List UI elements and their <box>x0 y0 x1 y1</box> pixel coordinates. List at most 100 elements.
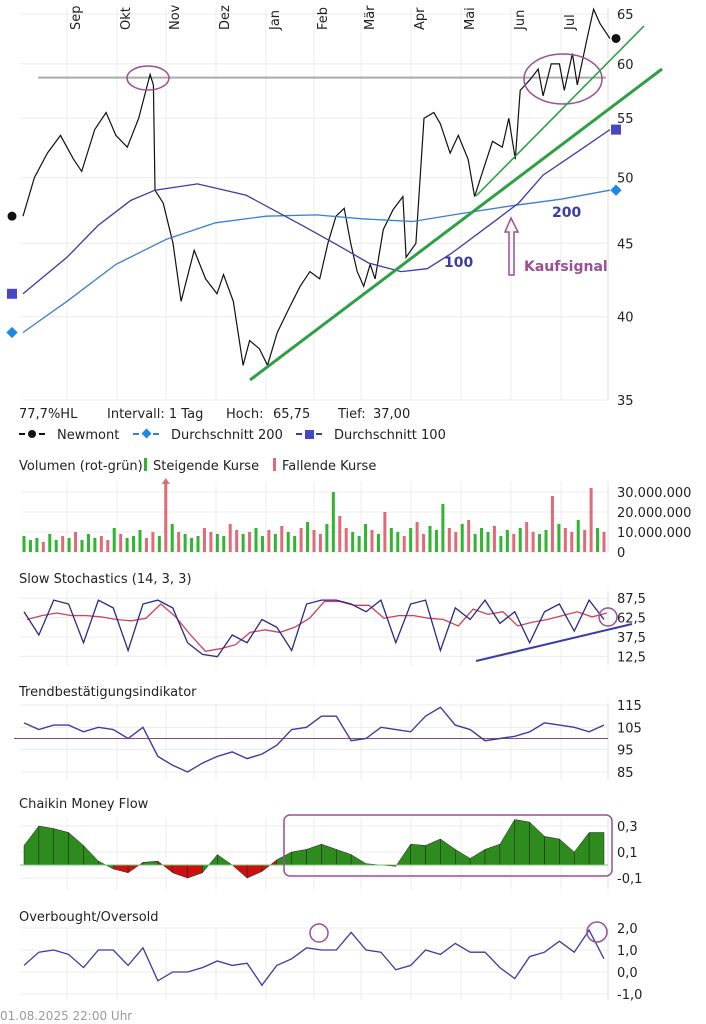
month-label: Sep <box>69 5 84 30</box>
stoch-circle <box>598 607 618 627</box>
volume-bar <box>112 528 116 552</box>
legend-up-icon <box>144 458 147 471</box>
cmf-area-segment <box>321 843 337 866</box>
volume-bar <box>164 482 168 552</box>
ma200-line <box>22 189 611 334</box>
volume-tick-label: 20.000.000 <box>617 506 691 521</box>
stoch-d-line <box>26 600 608 652</box>
ma100-start-marker <box>7 288 17 299</box>
tick-label: 2,0 <box>617 922 638 937</box>
cmf-area-segment <box>514 819 530 866</box>
volume-bar <box>132 536 136 552</box>
volume-bar <box>99 536 103 552</box>
tbi-line <box>23 706 605 773</box>
price-tick-label: 55 <box>617 112 634 127</box>
ma200-label: 200 <box>552 205 581 221</box>
cmf-area-segment <box>484 843 501 866</box>
volume-bar <box>512 534 516 552</box>
legend-newmont-icon <box>28 430 36 438</box>
volume-bar <box>241 534 245 552</box>
price-tick-label: 50 <box>617 172 634 187</box>
volume-bar <box>183 534 187 552</box>
volume-bar <box>248 532 252 552</box>
volume-tick-label: 30.000.000 <box>617 486 691 501</box>
volume-bar <box>260 536 264 552</box>
cmf-area-segment <box>217 854 233 866</box>
volume-title: Volumen (rot-grün) <box>19 459 143 474</box>
legend-ma100: Durchschnitt 100 <box>334 428 446 443</box>
volume-bar <box>125 538 129 552</box>
volume-bar <box>157 536 161 552</box>
volume-bar <box>583 530 587 552</box>
month-label: Dez <box>218 5 233 30</box>
volume-bar <box>235 530 239 552</box>
volume-bar <box>209 532 213 552</box>
cmf-area-segment <box>38 825 54 866</box>
cmf-area-segment <box>53 828 69 866</box>
trend-lines <box>249 25 663 662</box>
volume-bar <box>544 530 548 552</box>
volume-bar <box>383 512 387 552</box>
cmf-area-segment <box>291 849 307 866</box>
volume-bar <box>492 526 496 552</box>
volume-bar <box>344 528 348 552</box>
tick-label: 0,1 <box>617 846 638 861</box>
volume-bar <box>364 524 368 552</box>
obos-circle-1 <box>309 923 329 943</box>
volume-bar <box>202 528 206 552</box>
newmont-start-marker <box>7 211 17 221</box>
volume-bar <box>35 538 39 552</box>
tick-label: 37,5 <box>617 631 646 646</box>
volume-bar <box>119 534 123 552</box>
tick-label: 87,5 <box>617 592 646 607</box>
tick-label: 115 <box>617 699 642 714</box>
volume-bar <box>86 534 90 552</box>
volume-bar <box>41 542 45 552</box>
volume-bar <box>563 528 567 552</box>
cmf-area-segment <box>574 831 590 866</box>
marks: Sep Okt Nov Dez Jan Feb Mär Apr Mai Jun Jul 65 60 55 5… <box>6 4 691 1003</box>
high-label: Hoch: <box>226 407 264 422</box>
tick-label: 62,5 <box>617 612 646 627</box>
cmf-area-segment <box>544 836 560 866</box>
low-value: 37,00 <box>373 407 410 422</box>
tick-label: -1,0 <box>617 988 642 1003</box>
volume-bar <box>428 526 432 552</box>
legend-newmont: Newmont <box>57 428 119 443</box>
volume-bar <box>538 534 542 552</box>
cmf-area-segment <box>425 838 441 866</box>
volume-bar <box>434 530 438 552</box>
cmf-area-segment <box>440 838 456 866</box>
obos-title: Overbought/Oversold <box>19 910 159 925</box>
volume-overflow-arrow <box>161 478 170 484</box>
volume-bar <box>22 536 26 552</box>
volume-bar <box>409 528 413 552</box>
stoch-k-line <box>23 598 605 658</box>
volume-bar <box>351 532 355 552</box>
volume-bar <box>312 530 316 552</box>
month-label: Mai <box>463 7 478 30</box>
obos-circle-2 <box>586 921 608 943</box>
month-label: Jul <box>563 14 578 31</box>
footer-timestamp: 01.08.2025 22:00 Uhr <box>0 1009 132 1023</box>
price-tick-label: 40 <box>617 311 634 326</box>
legend-down-icon <box>273 458 276 471</box>
cmf-area-segment <box>231 864 248 879</box>
annotations <box>126 53 618 943</box>
hl-percent: 77,7%HL <box>19 407 78 422</box>
cmf-area-segment <box>559 838 575 866</box>
volume-bar <box>106 540 110 552</box>
cmf-area-segment <box>529 821 545 866</box>
consolidation-circle <box>523 53 603 105</box>
volume-bar <box>473 534 477 552</box>
trend-line-minor <box>475 25 645 197</box>
volume-bar <box>499 536 503 552</box>
volume-tick-label: 0 <box>617 546 625 561</box>
price-tick-label: 60 <box>617 58 634 73</box>
tick-label: 1,0 <box>617 944 638 959</box>
volume-bar <box>376 534 380 552</box>
volume-bar <box>531 532 535 552</box>
volume-bar <box>54 540 58 552</box>
tick-label: 0,3 <box>617 820 638 835</box>
volume-legend-down: Fallende Kurse <box>282 459 376 474</box>
